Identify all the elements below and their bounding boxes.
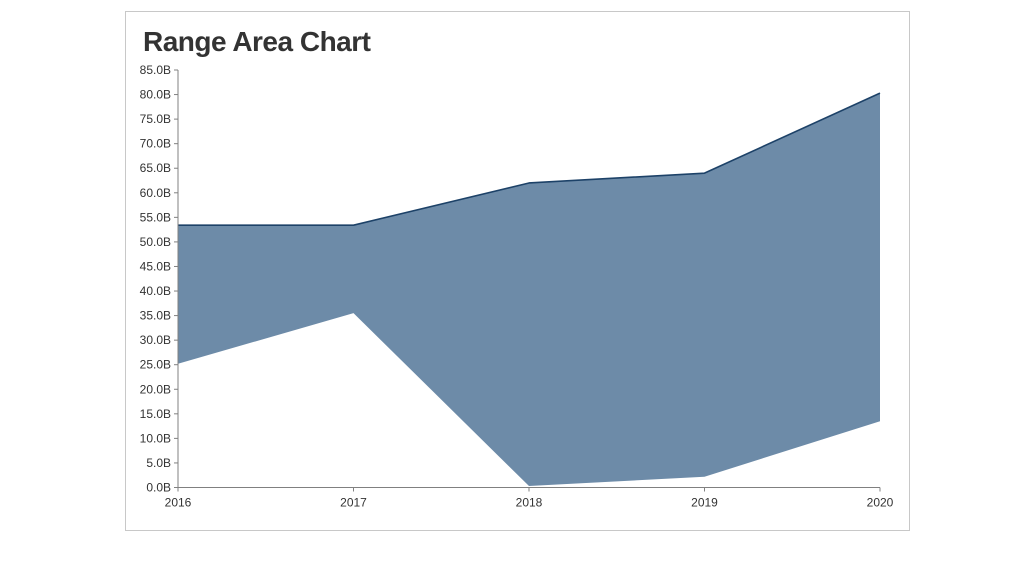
y-tick-label: 45.0B (140, 259, 171, 273)
y-tick-label: 60.0B (140, 186, 171, 200)
y-tick-label: 65.0B (140, 161, 171, 175)
y-tick-label: 80.0B (140, 88, 171, 102)
x-tick-label: 2020 (867, 496, 894, 510)
range-area-chart: 0.0B 5.0B 10.0B 15.0B 20.0B 25.0B 30.0B 35.0B 40… (140, 63, 894, 510)
y-tick-label: 25.0B (140, 358, 171, 372)
y-tick-label: 30.0B (140, 333, 171, 347)
y-tick-label: 85.0B (140, 63, 171, 77)
y-tick-label: 55.0B (140, 210, 171, 224)
x-tick-label: 2019 (691, 496, 718, 510)
y-tick-label: 70.0B (140, 137, 171, 151)
y-tick-label: 75.0B (140, 112, 171, 126)
x-tick-label: 2018 (516, 496, 543, 510)
x-tick-label: 2016 (165, 496, 192, 510)
range-area-fill (178, 93, 880, 487)
upper-bound-line (178, 92, 881, 227)
chart-card: Range Area Chart 0.0B 5.0B 10.0B 15.0B 20.0B… (125, 11, 910, 531)
y-tick-label: 15.0B (140, 407, 171, 421)
y-tick-label: 5.0B (146, 456, 171, 470)
y-tick-label: 20.0B (140, 382, 171, 396)
y-tick-label: 10.0B (140, 431, 171, 445)
y-tick-label: 35.0B (140, 309, 171, 323)
chart-title: Range Area Chart (143, 26, 371, 57)
y-tick-label: 40.0B (140, 284, 171, 298)
y-tick-label: 50.0B (140, 235, 171, 249)
x-tick-label: 2017 (340, 496, 367, 510)
y-tick-label: 0.0B (146, 481, 171, 495)
